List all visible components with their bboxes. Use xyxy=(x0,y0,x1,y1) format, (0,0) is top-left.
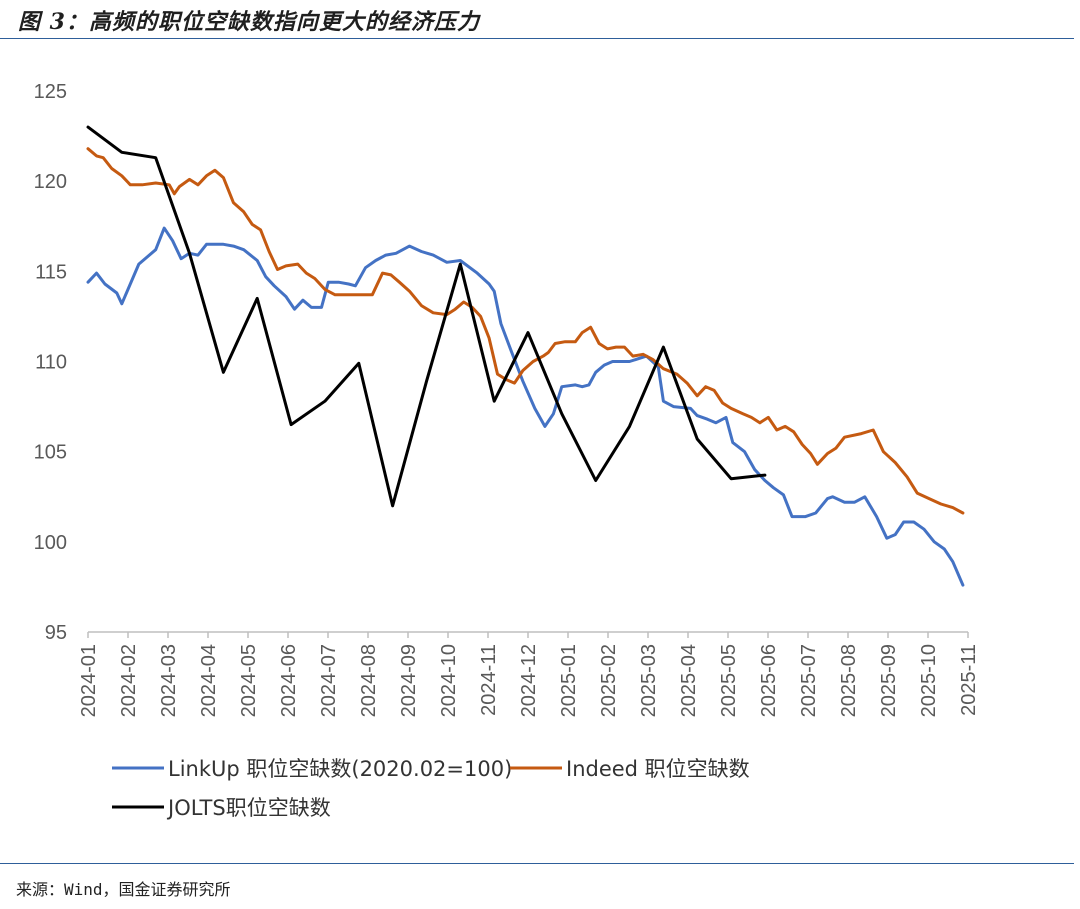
y-tick-label: 125 xyxy=(34,81,67,103)
legend-label-2: Indeed 职位空缺数 xyxy=(566,757,750,781)
y-tick-label: 110 xyxy=(35,352,67,374)
x-tick-label: 2024-04 xyxy=(198,644,220,717)
source-note: 来源：Wind，国金证券研究所 xyxy=(16,880,231,899)
x-tick-label: 2025-02 xyxy=(598,644,620,717)
y-tick-label: 115 xyxy=(35,261,67,283)
x-tick-label: 2025-06 xyxy=(758,644,780,717)
x-tick-label: 2025-07 xyxy=(798,644,820,717)
figure-title: 图 3：高频的职位空缺数指向更大的经济压力 xyxy=(18,9,480,35)
x-tick-label: 2024-07 xyxy=(318,644,340,717)
x-tick-label: 2024-12 xyxy=(518,644,540,717)
x-tick-label: 2024-05 xyxy=(238,644,260,717)
x-tick-label: 2024-09 xyxy=(398,644,420,717)
y-tick-label: 95 xyxy=(45,622,67,644)
x-tick-label: 2025-01 xyxy=(558,644,580,717)
x-tick-label: 2024-03 xyxy=(158,644,180,717)
x-tick-label: 2025-03 xyxy=(638,644,660,717)
y-tick-label: 105 xyxy=(34,442,67,464)
x-tick-label: 2025-05 xyxy=(718,644,740,717)
x-tick-label: 2024-02 xyxy=(118,644,140,717)
x-tick-label: 2024-06 xyxy=(278,644,300,717)
x-tick-label: 2025-08 xyxy=(838,644,860,717)
legend-label-1: LinkUp 职位空缺数(2020.02=100) xyxy=(168,757,512,781)
source-rule xyxy=(0,863,1074,864)
y-tick-label: 120 xyxy=(34,171,67,193)
x-tick-label: 2024-10 xyxy=(438,644,460,717)
series-line-1 xyxy=(86,226,965,587)
title-rule xyxy=(0,38,1074,39)
series-line-3 xyxy=(86,125,767,508)
y-tick-label: 100 xyxy=(34,532,67,554)
x-tick-label: 2025-11 xyxy=(958,644,980,716)
x-tick-label: 2025-09 xyxy=(878,644,900,717)
x-tick-label: 2025-10 xyxy=(918,644,940,717)
x-tick-label: 2024-11 xyxy=(478,644,500,716)
x-tick-label: 2025-04 xyxy=(678,644,700,717)
x-tick-label: 2024-01 xyxy=(78,644,100,717)
series-line-2 xyxy=(86,147,965,515)
x-tick-label: 2024-08 xyxy=(358,644,380,717)
legend-label-3: JOLTS职位空缺数 xyxy=(166,796,331,820)
